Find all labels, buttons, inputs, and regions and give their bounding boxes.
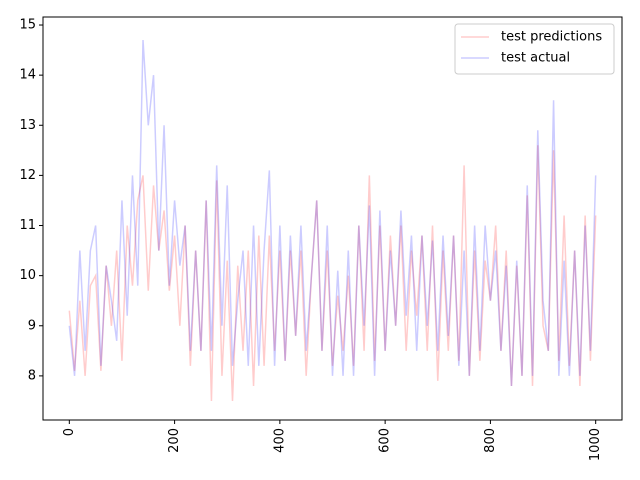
- legend-box: [454, 23, 615, 75]
- x-tick-label: 1000: [588, 428, 603, 461]
- x-tick-label: 600: [378, 428, 393, 453]
- x-tick-label: 200: [167, 428, 182, 453]
- y-tick-label: 12: [19, 168, 36, 183]
- y-tick-label: 14: [19, 68, 36, 83]
- series-line: [68, 145, 597, 401]
- x-tick-label: 0: [62, 428, 77, 436]
- series-line: [68, 40, 597, 386]
- legend-label: test predictions: [501, 30, 602, 45]
- y-tick-label: 13: [19, 118, 36, 133]
- y-tick-label: 15: [19, 18, 36, 33]
- x-tick-label: 800: [483, 428, 498, 453]
- x-tick-label: 400: [272, 428, 287, 453]
- y-tick-label: 9: [28, 318, 36, 333]
- y-tick-label: 11: [19, 218, 36, 233]
- y-tick-label: 10: [19, 268, 36, 283]
- legend-label: test actual: [501, 51, 570, 66]
- plot-frame: [42, 16, 623, 421]
- y-tick-label: 8: [28, 368, 36, 383]
